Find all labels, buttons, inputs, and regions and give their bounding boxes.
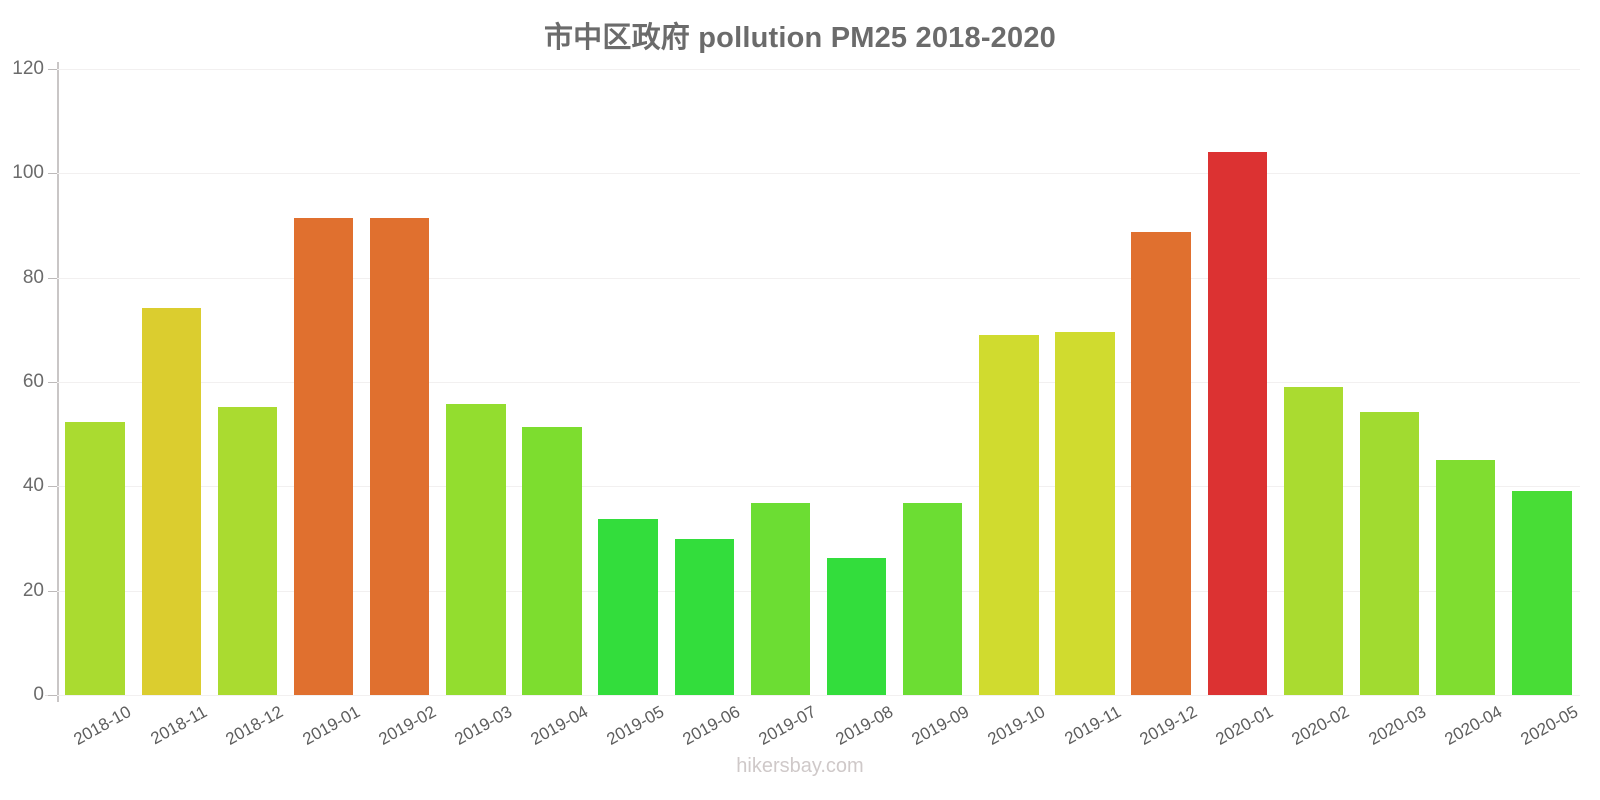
bar[interactable] <box>369 217 430 695</box>
plot-area <box>57 69 1580 696</box>
gridline <box>57 382 1580 383</box>
watermark-label: hikersbay.com <box>736 755 864 777</box>
x-tick-label: 2018-10 <box>70 702 135 749</box>
x-tick-label: 2019-06 <box>679 702 744 749</box>
bar[interactable] <box>1055 332 1115 695</box>
bar[interactable] <box>65 422 125 695</box>
x-tick-label: 2019-04 <box>527 702 592 749</box>
x-tick-label: 2020-03 <box>1365 702 1429 749</box>
chart-title: 市中区政府 pollution PM25 2018-2020 <box>543 22 1056 54</box>
x-tick-label: 2018-11 <box>147 702 211 749</box>
x-tick-label: 2020-02 <box>1288 702 1353 749</box>
x-tick-label: 2020-04 <box>1441 702 1505 749</box>
y-tick-label: 40 <box>22 475 44 497</box>
y-tick-mark <box>48 69 60 70</box>
y-tick-label: 20 <box>22 579 44 601</box>
x-tick-label: 2019-10 <box>984 702 1049 749</box>
x-tick-label: 2019-07 <box>755 702 820 749</box>
bar[interactable] <box>522 427 582 695</box>
gridline <box>57 69 1580 70</box>
bar[interactable] <box>979 335 1039 695</box>
bar[interactable] <box>1512 490 1572 695</box>
x-tick-label: 2019-05 <box>603 702 668 749</box>
gridline <box>57 486 1580 488</box>
bar[interactable] <box>598 519 658 695</box>
x-tick-label: 2018-12 <box>222 702 287 749</box>
x-tick-label: 2020-01 <box>1212 702 1277 749</box>
bar[interactable] <box>1283 387 1344 695</box>
y-tick-mark <box>48 486 60 488</box>
bar[interactable] <box>674 538 734 695</box>
y-tick-mark <box>48 590 60 592</box>
y-tick-mark <box>48 277 60 279</box>
bar[interactable] <box>1436 459 1496 695</box>
bar[interactable] <box>1131 232 1191 695</box>
x-tick-label: 2019-08 <box>831 702 896 749</box>
bar[interactable] <box>1359 412 1420 695</box>
bar[interactable] <box>217 406 278 695</box>
x-tick-label: 2019-11 <box>1061 702 1125 749</box>
y-tick-mark <box>48 173 60 175</box>
bar[interactable] <box>1207 152 1268 695</box>
bar[interactable] <box>750 503 811 695</box>
gridline <box>57 277 1580 279</box>
x-tick-label: 2019-09 <box>908 702 972 749</box>
x-tick-label: 2019-12 <box>1136 702 1201 749</box>
x-tick-label: 2019-01 <box>298 702 363 749</box>
x-tick-label: 2019-02 <box>375 702 439 749</box>
bar[interactable] <box>826 557 887 695</box>
y-tick-label: 80 <box>22 266 44 288</box>
y-tick-mark <box>48 382 60 383</box>
gridline <box>57 590 1580 592</box>
bar[interactable] <box>903 502 963 695</box>
x-tick-label: 2019-03 <box>451 702 516 749</box>
y-tick-label: 120 <box>12 58 44 79</box>
y-tick-label: 60 <box>22 371 44 392</box>
gridline <box>57 695 1580 696</box>
x-tick-label: 2020-05 <box>1517 702 1582 749</box>
y-tick-label: 100 <box>12 162 44 184</box>
y-tick-label: 0 <box>33 684 44 705</box>
gridline <box>57 173 1580 175</box>
y-tick-mark <box>48 695 60 696</box>
bar[interactable] <box>141 307 201 695</box>
bar[interactable] <box>446 403 506 695</box>
bar[interactable] <box>293 217 354 695</box>
